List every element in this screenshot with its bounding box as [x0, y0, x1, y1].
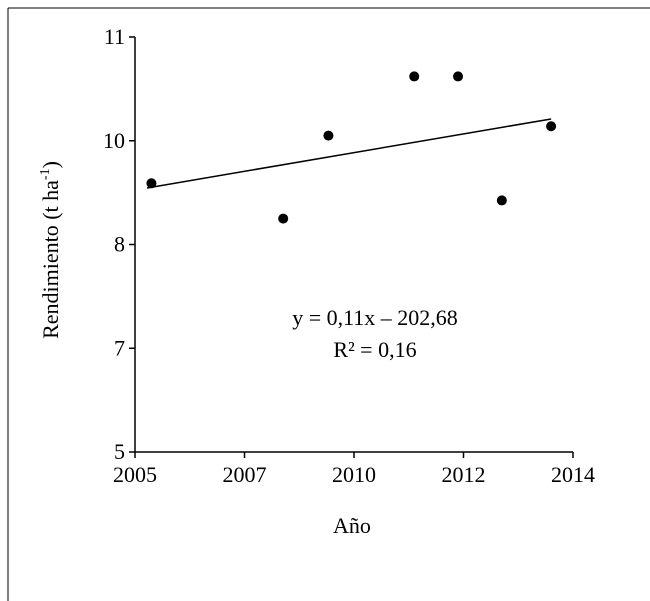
y-tick-label: 10 — [103, 128, 125, 153]
annotation: y = 0,11x – 202,68 — [292, 305, 458, 330]
x-tick-label: 2014 — [551, 462, 595, 487]
y-axis-label-main: Rendimiento (t ha — [38, 180, 63, 339]
point — [409, 71, 420, 82]
x-tick-label: 2007 — [223, 462, 267, 487]
x-tick-label: 2012 — [442, 462, 486, 487]
point — [453, 71, 464, 82]
x-axis-label: Año — [333, 513, 371, 538]
point — [546, 121, 557, 132]
y-axis-label-sup: -1 — [38, 168, 53, 180]
x-tick-label: 2005 — [113, 462, 157, 487]
y-axis-label: Rendimiento (t ha-1) — [38, 161, 63, 339]
point — [278, 213, 289, 224]
x-tick-label: 2010 — [332, 462, 376, 487]
y-axis-label-tail: ) — [38, 161, 63, 168]
point — [496, 195, 507, 206]
trendline — [146, 118, 552, 189]
point — [323, 130, 334, 141]
annotation: R² = 0,16 — [333, 337, 416, 362]
y-tick-label: 5 — [114, 439, 125, 464]
y-tick-label: 8 — [114, 232, 125, 257]
y-tick-label: 11 — [104, 24, 125, 49]
y-tick-label: 7 — [114, 335, 125, 360]
point — [146, 178, 157, 189]
